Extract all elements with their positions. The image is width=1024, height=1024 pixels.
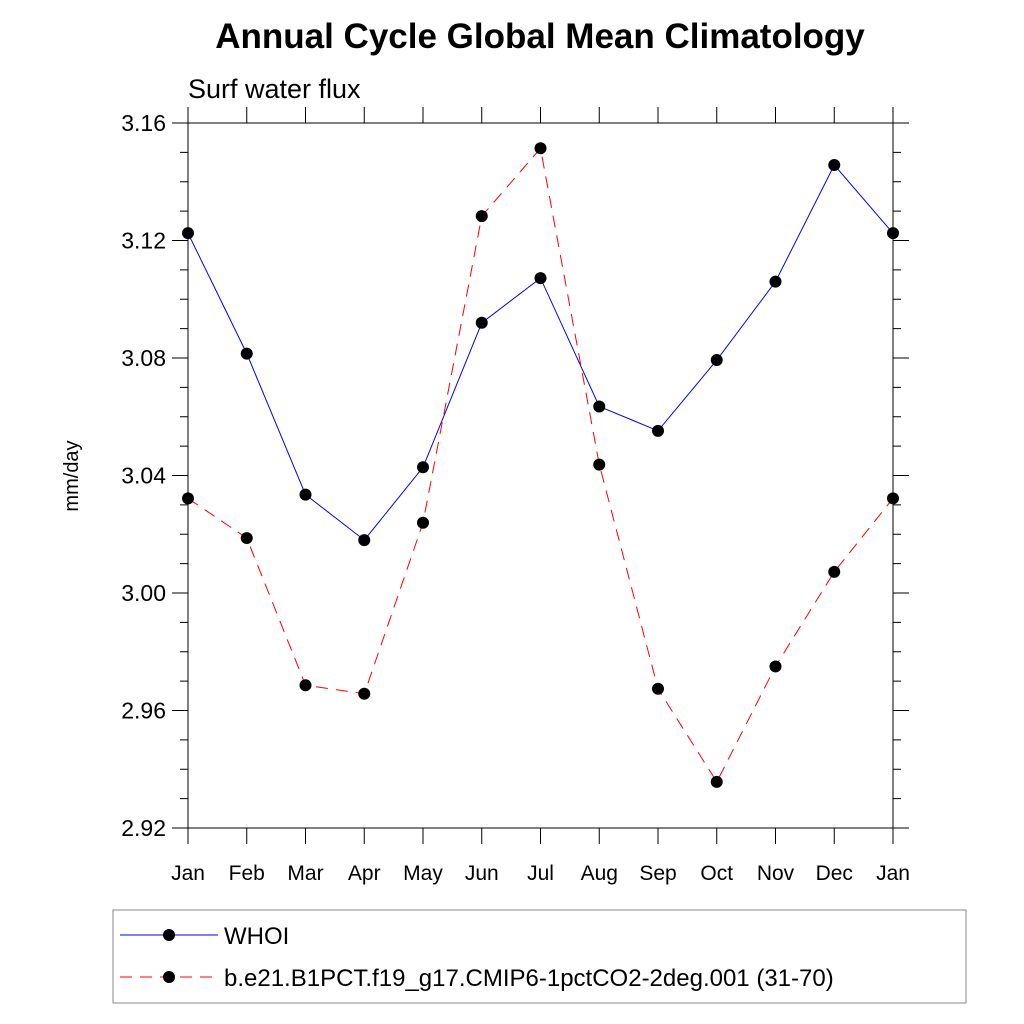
x-tick-label: Jan — [171, 862, 205, 885]
x-tick-label: Jan — [876, 862, 910, 885]
series-1-point — [652, 682, 664, 695]
legend-label-whoi: WHOI — [224, 923, 289, 950]
y-tick-label: 3.08 — [121, 345, 166, 371]
series-0-point — [828, 159, 841, 172]
series-line-0 — [187, 164, 894, 541]
x-tick-label: Feb — [229, 862, 265, 885]
series-1-point — [828, 565, 841, 578]
x-tick-label: Jun — [465, 862, 499, 885]
series-1-point — [710, 775, 723, 788]
x-tick-label: Aug — [581, 862, 618, 885]
x-tick-label: May — [403, 862, 443, 885]
series-0-point — [593, 400, 606, 413]
series-1-point — [299, 679, 312, 692]
series-1-point — [182, 492, 194, 505]
y-tick-label: 3.16 — [121, 110, 166, 136]
series-0-point — [182, 227, 194, 240]
series-1-point — [887, 492, 899, 505]
x-tick-label: Sep — [639, 862, 676, 885]
x-tick-label: Oct — [700, 862, 733, 885]
series-1-point — [358, 687, 371, 700]
x-tick-label: Mar — [287, 862, 323, 885]
series-0-point — [887, 227, 899, 240]
series-1-point — [769, 660, 782, 673]
legend-marker-whoi — [163, 929, 175, 941]
series-1-point — [593, 458, 606, 471]
y-tick-label: 3.00 — [121, 580, 166, 606]
series-0-point — [534, 272, 547, 285]
x-tick-label: Dec — [816, 862, 853, 885]
series-0-point — [240, 347, 253, 360]
y-tick-labels: 2.92 2.96 3.00 3.04 3.08 3.12 3.16 — [121, 110, 166, 841]
x-tick-label: Nov — [757, 862, 795, 885]
axis-ticks — [172, 107, 909, 844]
series-0-point — [358, 534, 371, 547]
legend-marker-cesm — [163, 971, 175, 983]
chart-title: Annual Cycle Global Mean Climatology — [215, 17, 865, 56]
series-1-point — [534, 142, 547, 155]
x-tick-label: Jul — [527, 862, 554, 885]
series-0-point — [475, 316, 488, 329]
x-tick-label: Apr — [348, 862, 381, 885]
series-layer — [182, 142, 899, 788]
series-0-point — [299, 488, 312, 501]
series-1-point — [475, 210, 488, 223]
y-tick-label: 3.12 — [121, 228, 166, 254]
series-1-point — [240, 532, 253, 545]
x-tick-labels: Jan Feb Mar Apr May Jun Jul Aug Sep Oct Nov Dec Jan — [171, 862, 910, 885]
series-1-point — [417, 516, 429, 529]
legend-box — [112, 909, 967, 1004]
series-0-point — [769, 275, 782, 288]
series-0-point — [710, 354, 723, 367]
legend-label-cesm: b.e21.B1PCT.f19_g17.CMIP6-1pctCO2-2deg.0… — [224, 965, 834, 992]
y-axis-label: mm/day — [61, 440, 83, 511]
y-tick-label: 3.04 — [121, 463, 166, 489]
series-0-point — [417, 461, 429, 474]
chart-subtitle: Surf water flux — [188, 74, 361, 104]
y-tick-label: 2.92 — [121, 815, 166, 841]
plot-frame — [187, 122, 894, 829]
series-0-point — [652, 424, 664, 437]
y-tick-label: 2.96 — [121, 698, 166, 724]
legend: WHOI b.e21.B1PCT.f19_g17.CMIP6-1pctCO2-2… — [112, 909, 967, 1004]
